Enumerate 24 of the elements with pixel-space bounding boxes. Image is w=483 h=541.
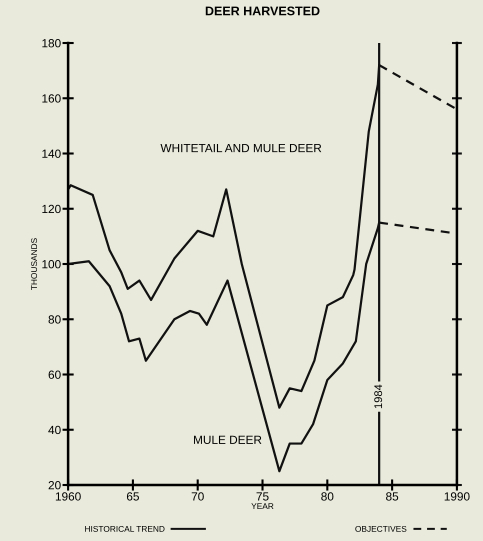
chart-title: DEER HARVESTED <box>206 6 320 16</box>
y-axis-title: THOUSANDS <box>31 238 38 290</box>
y-tick-label: 180 <box>42 39 61 48</box>
y-tick-label: 60 <box>48 370 61 379</box>
x-tick-label: 75 <box>256 492 269 501</box>
y-tick-label: 80 <box>48 315 61 324</box>
annotation: MULE DEER <box>194 436 262 444</box>
x-tick-label: 65 <box>126 492 139 501</box>
x-tick-label: 1960 <box>56 492 81 501</box>
x-tick-label: 1990 <box>444 492 470 501</box>
y-tick-label: 120 <box>42 204 61 214</box>
legend-label: OBJECTIVES <box>355 526 406 532</box>
ref-line-label: 1984 <box>374 384 382 408</box>
x-axis-title: YEAR <box>251 503 274 509</box>
y-tick-label: 160 <box>42 94 61 103</box>
y-tick-label: 140 <box>42 150 61 158</box>
annotation: WHITETAIL AND MULE DEER <box>160 144 322 152</box>
x-tick-label: 85 <box>386 492 398 501</box>
x-tick-label: 70 <box>192 492 204 501</box>
y-tick-label: 100 <box>42 260 61 268</box>
y-tick-label: 40 <box>48 426 61 434</box>
legend-label: HISTORICAL TREND <box>85 526 165 532</box>
x-tick-label: 80 <box>321 492 334 501</box>
y-tick-label: 20 <box>48 481 61 490</box>
